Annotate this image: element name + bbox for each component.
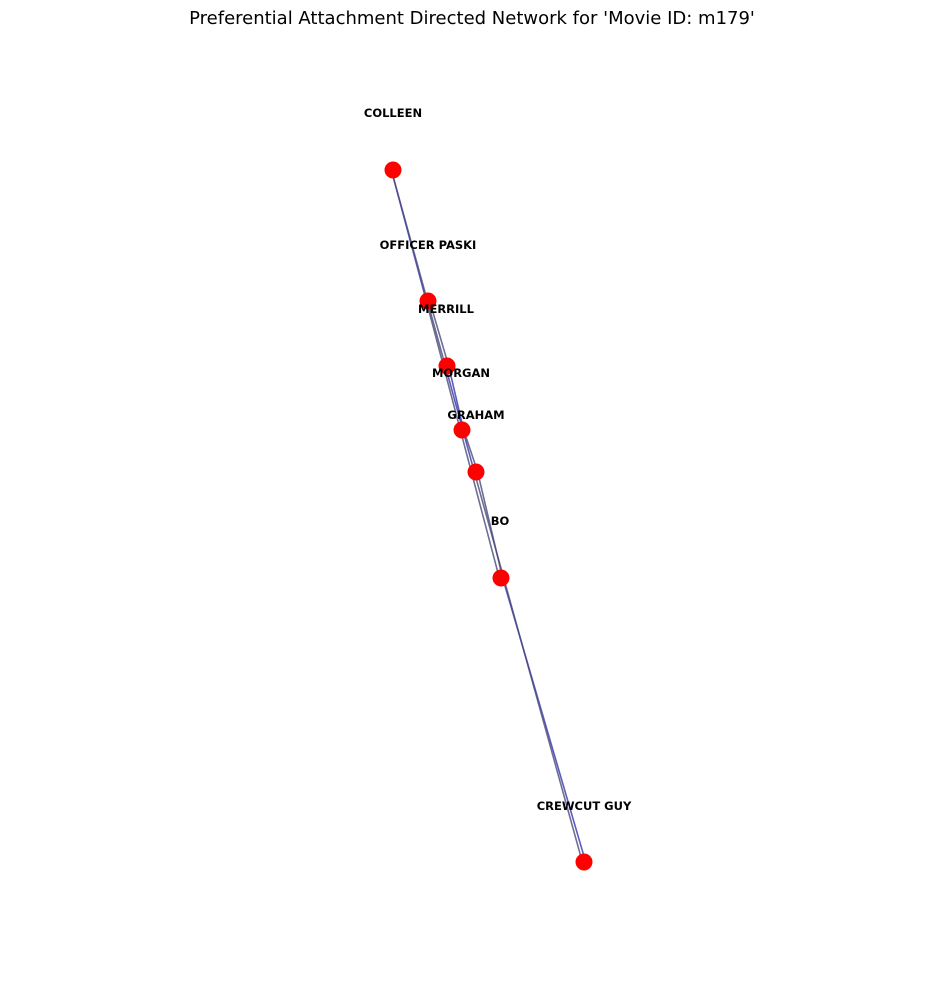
edge-officer-paski-to-merrill: [428, 300, 450, 366]
edge-graham-to-crewcut-guy: [473, 472, 584, 863]
node-morgan: [453, 421, 471, 439]
node-colleen: [384, 161, 402, 179]
node-graham: [467, 463, 485, 481]
node-label-colleen: COLLEEN: [364, 106, 422, 120]
nodes-layer: [384, 161, 593, 871]
node-bo: [492, 569, 510, 587]
edge-merrill-to-morgan: [447, 365, 465, 430]
node-crewcut-guy: [575, 853, 593, 871]
node-officer-paski: [419, 292, 437, 310]
node-merrill: [438, 357, 456, 375]
edges-layer: [390, 170, 587, 863]
node-label-merrill: MERRILL: [418, 302, 475, 316]
node-label-officer-paski: OFFICER PASKI: [380, 238, 477, 252]
node-label-bo: BO: [491, 514, 510, 528]
node-label-graham: GRAHAM: [447, 408, 504, 422]
edge-colleen-to-merrill: [390, 170, 447, 367]
node-label-crewcut-guy: CREWCUT GUY: [537, 799, 632, 813]
node-label-morgan: MORGAN: [432, 366, 490, 380]
labels-layer: COLLEEN OFFICER PASKI MERRILL MORGAN GRAHAM B…: [364, 106, 632, 813]
figure-title: Preferential Attachment Directed Network…: [189, 8, 755, 29]
edge-merrill-to-graham: [444, 366, 476, 473]
edge-morgan-to-bo: [459, 430, 501, 579]
